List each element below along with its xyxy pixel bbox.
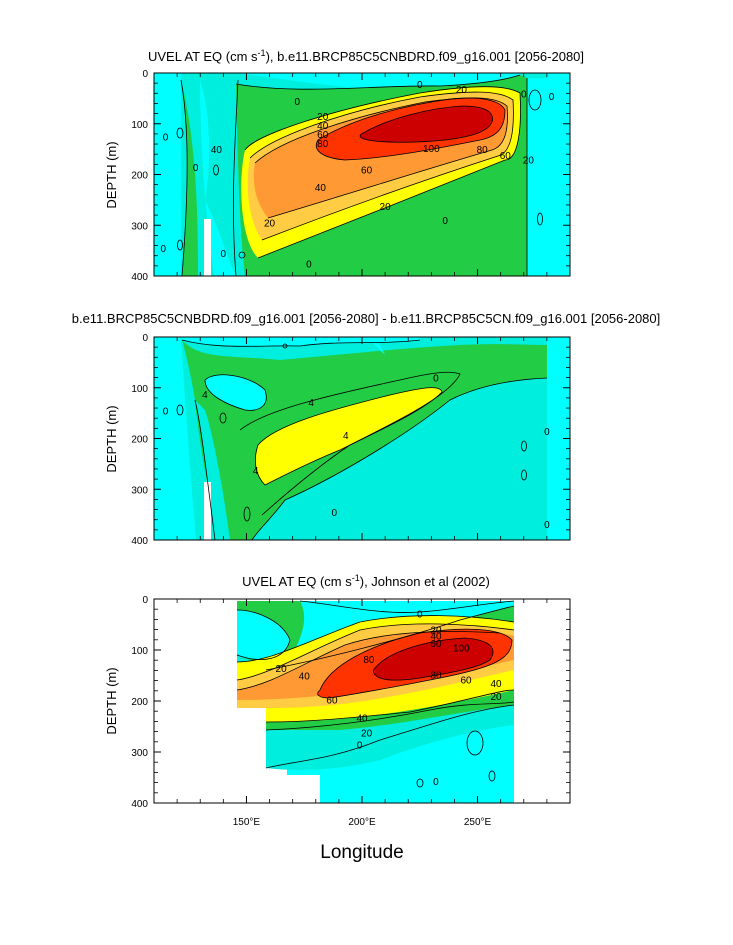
panel-2-ylabel: DEPTH (m) [104, 405, 119, 472]
contour-label: 60 [361, 165, 373, 176]
x-axis-label: Longitude [320, 842, 403, 863]
contour-label: 20 [430, 626, 442, 637]
contour-label: 80 [363, 655, 375, 666]
panel-1: UVEL AT EQ (cm s-1), b.e11.BRCP85C5CNBDR… [104, 48, 584, 283]
x-tick-label: 250°E [464, 817, 492, 828]
contour-label: 0 [417, 609, 423, 620]
contour-label: 0 [521, 89, 527, 100]
contour-label: 40 [315, 183, 327, 194]
contour-label: 0 [433, 374, 439, 385]
y-tick-label: 300 [131, 221, 148, 232]
contour-label: 100 [423, 144, 440, 155]
contour-label: 20 [523, 155, 535, 166]
contour-label: 0 [306, 259, 312, 270]
contour-label: 0 [160, 244, 166, 255]
y-tick-label: 400 [131, 799, 148, 810]
panel-3-field [154, 599, 570, 803]
y-tick-label: 0 [142, 69, 148, 80]
contour-label: 0 [433, 777, 439, 788]
contour-label: 20 [361, 729, 373, 740]
contour-label: 40 [430, 632, 442, 643]
panel-1-title-b: ), b.e11.BRCP85C5CNBDRD.f09_g16.001 [205… [266, 49, 584, 64]
y-tick-label: 100 [131, 120, 148, 131]
contour-label: 40 [317, 121, 329, 132]
contour-label: 4 [202, 390, 208, 401]
y-tick-label: 200 [131, 171, 148, 182]
panel-3-title: UVEL AT EQ (cm s-1), Johnson et al (2002… [242, 573, 490, 589]
panel-3: UVEL AT EQ (cm s-1), Johnson et al (2002… [104, 573, 571, 828]
y-tick-label: 100 [131, 384, 148, 395]
panel-1-title: UVEL AT EQ (cm s-1), b.e11.BRCP85C5CNBDR… [148, 48, 584, 64]
panel-2-title: b.e11.BRCP85C5CNBDRD.f09_g16.001 [2056-2… [72, 311, 661, 326]
contour-label: 40 [211, 145, 223, 156]
panel-1-ylabel: DEPTH (m) [104, 141, 119, 208]
panel-1-title-sup: -1 [258, 48, 266, 58]
contour-label: 4 [308, 398, 314, 409]
panel-3-title-sup: -1 [352, 573, 360, 583]
y-tick-label: 0 [142, 595, 148, 606]
panel-3-title-b: ), Johnson et al (2002) [360, 574, 490, 589]
contour-label: 40 [356, 713, 368, 724]
contour-label: 4 [253, 466, 259, 477]
panel-1-title-a: UVEL AT EQ (cm s [148, 49, 258, 64]
contour-label: 0 [295, 97, 301, 108]
contour-label: 0 [163, 407, 169, 418]
contour-label: 20 [490, 692, 502, 703]
contour-label: 0 [442, 216, 448, 227]
contour-label: 0 [417, 80, 423, 91]
contour-label: 80 [477, 145, 489, 156]
contour-label: 20 [317, 112, 329, 123]
contour-label: 0 [544, 427, 550, 438]
contour-label: 4 [343, 431, 349, 442]
contour-label: 60 [460, 676, 472, 687]
contour-label: 60 [326, 695, 338, 706]
contour-label: 20 [276, 664, 288, 675]
contour-label: 40 [490, 679, 502, 690]
contour-label: 0 [544, 520, 550, 531]
contour-label: 60 [430, 639, 442, 650]
x-tick-label: 200°E [348, 817, 376, 828]
contour-label: 0 [549, 92, 555, 103]
panel-3-title-a: UVEL AT EQ (cm s [242, 574, 352, 589]
panel-2: b.e11.BRCP85C5CNBDRD.f09_g16.001 [2056-2… [72, 311, 661, 547]
x-tick-label: 150°E [233, 817, 261, 828]
contour-label: 0 [357, 740, 363, 751]
panel-1-field [154, 73, 570, 276]
y-tick-label: 300 [131, 485, 148, 496]
contour-label: 60 [500, 151, 512, 162]
y-tick-label: 400 [131, 272, 148, 283]
contour-label: 20 [264, 219, 276, 230]
contour-label: 0 [331, 508, 337, 519]
contour-label: 100 [453, 643, 470, 654]
contour-label: 80 [317, 139, 329, 150]
panel-2-contour-labels: 4 4 4 4 0 0 0 0 0 [163, 374, 550, 531]
panel-3-ylabel: DEPTH (m) [104, 667, 119, 734]
contour-label: 0 [193, 163, 199, 174]
y-tick-label: 200 [131, 697, 148, 708]
contour-label: 0 [163, 132, 169, 143]
y-tick-label: 300 [131, 748, 148, 759]
y-tick-label: 0 [142, 333, 148, 344]
y-tick-label: 100 [131, 646, 148, 657]
contour-label: 20 [456, 85, 468, 96]
y-tick-label: 200 [131, 435, 148, 446]
contour-label: 60 [317, 130, 329, 141]
y-tick-label: 400 [131, 536, 148, 547]
panel-2-field [154, 337, 570, 540]
contour-label: 0 [221, 249, 227, 260]
contour-label: 40 [299, 672, 311, 683]
contour-label: 80 [430, 670, 442, 681]
contour-label: 20 [380, 202, 392, 213]
